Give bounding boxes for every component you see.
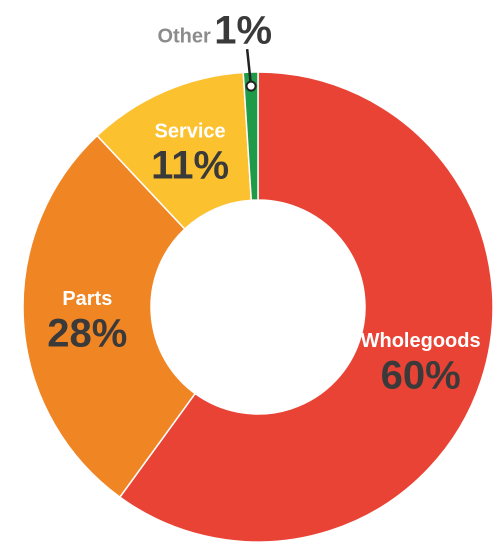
- slice: [118, 71, 494, 543]
- slice-label: Service: [155, 120, 226, 142]
- value-label: 60%: [381, 353, 461, 397]
- slice: [22, 134, 197, 499]
- value-label: 11%: [151, 144, 229, 188]
- value-label: 1%: [214, 9, 272, 53]
- slice-label: Other: [157, 25, 211, 47]
- slice-label: Wholegoods: [361, 330, 481, 352]
- leader-dot: [245, 80, 257, 92]
- leader-line: [245, 48, 253, 87]
- value-label: 28%: [47, 311, 127, 355]
- slice-label: Parts: [62, 288, 112, 310]
- slice: [242, 71, 259, 202]
